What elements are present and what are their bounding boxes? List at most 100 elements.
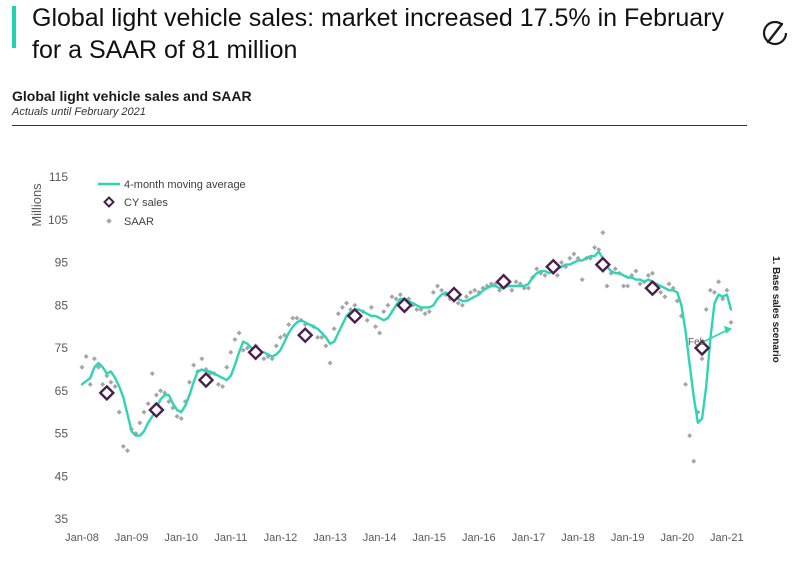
page-title: Global light vehicle sales: market incre… bbox=[32, 4, 725, 64]
y-tick-label: 65 bbox=[55, 384, 69, 398]
saar-point bbox=[277, 334, 283, 340]
x-tick-label: Jan-18 bbox=[561, 532, 595, 544]
y-tick-label: 115 bbox=[49, 170, 68, 184]
saar-point bbox=[649, 270, 655, 276]
saar-point bbox=[600, 230, 606, 236]
saar-point bbox=[286, 321, 292, 327]
cy-sales-marker bbox=[247, 344, 264, 361]
legend-label: 4-month moving average bbox=[124, 179, 246, 191]
saar-point bbox=[691, 458, 697, 464]
saar-point bbox=[112, 383, 118, 389]
saar-point bbox=[224, 364, 230, 370]
saar-point bbox=[339, 304, 345, 310]
x-tick-label: Jan-17 bbox=[512, 532, 546, 544]
saar-point bbox=[240, 347, 246, 353]
saar-point bbox=[414, 307, 420, 313]
saar-point bbox=[703, 307, 709, 313]
saar-point bbox=[87, 381, 93, 387]
saar-point bbox=[534, 266, 540, 272]
saar-point bbox=[604, 283, 610, 289]
saar-point bbox=[215, 381, 221, 387]
saar-point bbox=[439, 287, 445, 293]
saar-point bbox=[666, 281, 672, 287]
x-tick-label: Jan-16 bbox=[462, 532, 496, 544]
saar-point bbox=[430, 289, 436, 295]
saar-point bbox=[637, 281, 643, 287]
x-tick-label: Jan-09 bbox=[115, 532, 149, 544]
x-tick-label: Jan-14 bbox=[363, 532, 397, 544]
title-divider bbox=[12, 125, 747, 126]
saar-point bbox=[191, 362, 197, 368]
saar-point bbox=[393, 296, 399, 302]
saar-point bbox=[199, 356, 205, 362]
feb-arrow-head bbox=[724, 325, 732, 334]
saar-point bbox=[315, 334, 321, 340]
saar-point bbox=[158, 388, 164, 394]
saar-point bbox=[174, 413, 180, 419]
saar-point bbox=[513, 279, 519, 285]
saar-point bbox=[364, 317, 370, 323]
saar-point bbox=[509, 287, 515, 293]
legend-label: CY sales bbox=[124, 197, 168, 209]
saar-point bbox=[100, 381, 106, 387]
saar-point bbox=[683, 381, 689, 387]
saar-point bbox=[104, 373, 110, 379]
moving-average-line bbox=[80, 250, 733, 437]
cy-sales-marker bbox=[594, 256, 612, 273]
cy-sales-marker bbox=[297, 326, 314, 344]
saar-point bbox=[153, 392, 159, 398]
x-tick-label: Jan-10 bbox=[164, 532, 198, 544]
cy-sales-marker bbox=[545, 258, 562, 275]
feb-arrow-line bbox=[704, 329, 729, 342]
saar-point bbox=[232, 336, 238, 342]
saar-point bbox=[720, 296, 726, 302]
y-axis-label: Millions bbox=[29, 183, 44, 227]
saar-point bbox=[186, 379, 192, 385]
saar-point bbox=[323, 343, 329, 349]
saar-point bbox=[397, 292, 403, 298]
saar-point bbox=[472, 287, 478, 293]
saar-point bbox=[422, 311, 428, 317]
saar-point bbox=[145, 401, 151, 407]
saar-point bbox=[687, 433, 693, 439]
saar-point bbox=[625, 283, 631, 289]
saar-point bbox=[79, 364, 85, 370]
x-tick-label: Jan-08 bbox=[65, 532, 99, 544]
saar-point bbox=[389, 294, 395, 300]
saar-point bbox=[699, 356, 705, 362]
y-tick-label: 105 bbox=[48, 213, 68, 227]
y-tick-label: 85 bbox=[55, 298, 69, 312]
legend-cy-sales-swatch bbox=[103, 196, 115, 208]
saar-point bbox=[319, 334, 325, 340]
saar-point bbox=[459, 302, 465, 308]
saar-point bbox=[455, 300, 461, 306]
cy-sales-marker bbox=[396, 297, 413, 314]
cy-sales-marker bbox=[445, 286, 463, 303]
saar-point bbox=[633, 268, 639, 274]
cy-sales-marker bbox=[644, 279, 661, 297]
saar-point bbox=[269, 356, 275, 362]
saar-point bbox=[435, 283, 441, 289]
x-tick-label: Jan-20 bbox=[660, 532, 694, 544]
saar-point bbox=[385, 302, 391, 308]
scenario-side-label: 1. Base sales scenario bbox=[770, 256, 781, 363]
saar-point bbox=[294, 315, 300, 321]
saar-point bbox=[124, 448, 130, 454]
saar-point bbox=[120, 443, 126, 449]
saar-point bbox=[612, 266, 618, 272]
saar-point bbox=[707, 287, 713, 293]
cy-sales-marker bbox=[693, 339, 711, 357]
saar-point bbox=[728, 319, 734, 325]
saar-point bbox=[327, 360, 333, 366]
saar-point bbox=[137, 420, 143, 426]
y-tick-label: 35 bbox=[55, 512, 69, 526]
saar-point bbox=[381, 309, 387, 315]
saar-point bbox=[711, 289, 717, 295]
compass-logo-icon bbox=[762, 20, 788, 46]
cy-sales-marker bbox=[148, 401, 165, 419]
saar-point bbox=[662, 294, 668, 300]
saar-point bbox=[96, 364, 102, 370]
saar-point bbox=[645, 272, 651, 278]
saar-point bbox=[108, 379, 114, 385]
